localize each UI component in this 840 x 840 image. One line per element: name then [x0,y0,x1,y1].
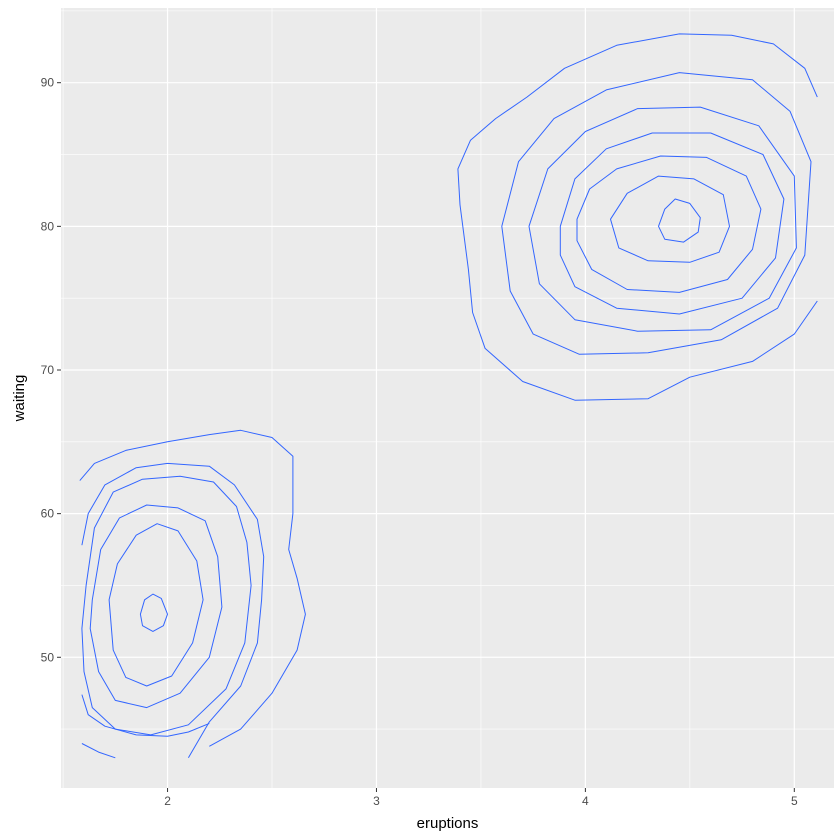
contour-line-9 [89,504,223,709]
contour-line-8 [108,523,204,687]
y-tick-label: 80 [41,219,55,233]
y-axis: 50 60 70 80 90 [41,76,61,664]
contour-line-3 [559,132,785,315]
contour-line-6 [457,33,818,401]
contour-line-5 [501,72,812,355]
contour-line-7 [139,593,168,632]
y-tick-label: 50 [41,650,55,664]
x-tick-label: 5 [791,794,798,808]
x-axis-title: eruptions [417,815,479,832]
plot-panel [61,8,834,788]
y-tick-label: 60 [41,507,55,521]
x-tick-label: 3 [373,794,380,808]
y-axis-title: waiting [11,375,28,423]
y-tick-label: 70 [41,363,55,377]
x-axis: 2 3 4 5 [164,788,798,808]
contour-line-12 [79,429,306,747]
contour-line-4 [528,106,797,332]
contour-lines [79,33,818,759]
contour-line-1 [610,175,730,263]
major-gridlines [61,8,834,788]
contour-line-14 [81,743,116,759]
x-tick-label: 4 [582,794,589,808]
y-tick-label: 90 [41,76,55,90]
contour-line-11 [81,462,265,759]
contour-line-10 [81,475,252,736]
contour-line-13 [81,694,210,737]
contour-line-0 [658,198,701,243]
x-tick-label: 2 [164,794,171,808]
minor-gridlines [61,8,834,788]
contour-line-2 [576,155,762,293]
